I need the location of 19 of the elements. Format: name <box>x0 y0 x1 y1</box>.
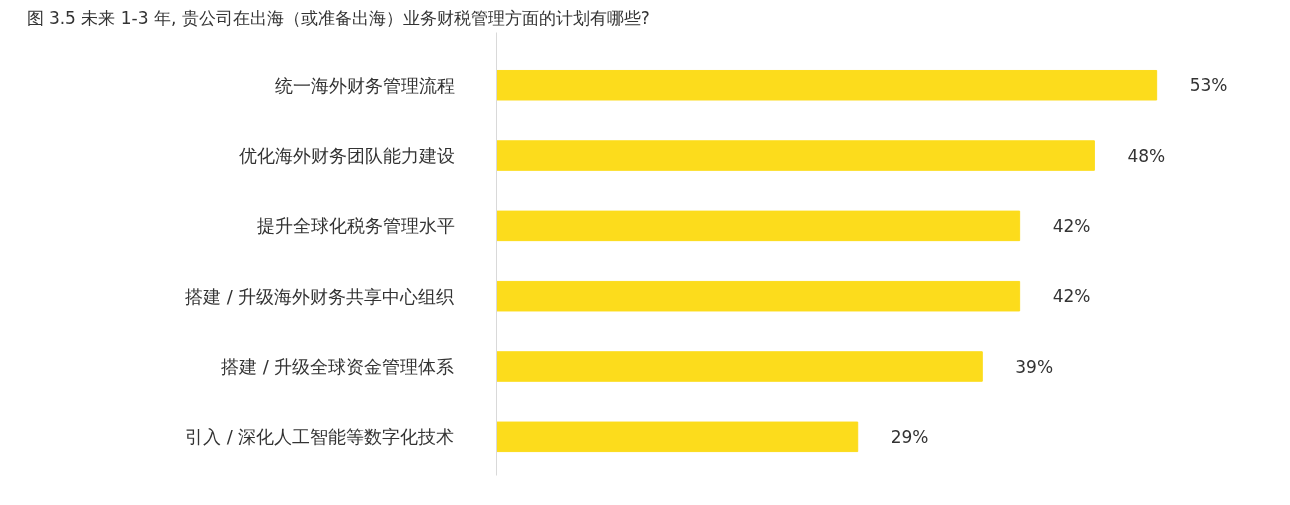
data-label: 48% <box>1127 145 1166 166</box>
bar <box>496 280 1021 312</box>
y-tick-label: 引入 / 深化人工智能等数字化技术 <box>184 426 455 448</box>
data-label: 39% <box>1015 356 1054 377</box>
bar <box>496 351 983 382</box>
y-tick-label: 搭建 / 升级全球资金管理体系 <box>220 356 455 378</box>
data-label: 29% <box>890 426 929 447</box>
bar <box>496 210 1021 242</box>
bar <box>496 69 1158 101</box>
y-tick-label: 优化海外财务团队能力建设 <box>238 145 455 167</box>
y-tick-label: 搭建 / 升级海外财务共享中心组织 <box>184 285 455 307</box>
y-tick-label: 提升全球化税务管理水平 <box>256 215 455 237</box>
data-label: 53% <box>1189 75 1228 96</box>
data-label: 42% <box>1052 215 1091 236</box>
bar <box>496 421 859 453</box>
bar <box>496 140 1095 171</box>
data-label: 42% <box>1052 286 1091 307</box>
y-tick-label: 统一海外财务管理流程 <box>274 74 455 96</box>
text: 图 3.5 未来 1-3 年, 贵公司在出海（或准备出海）业务财税管理方面的计划有哪些? <box>26 7 650 28</box>
